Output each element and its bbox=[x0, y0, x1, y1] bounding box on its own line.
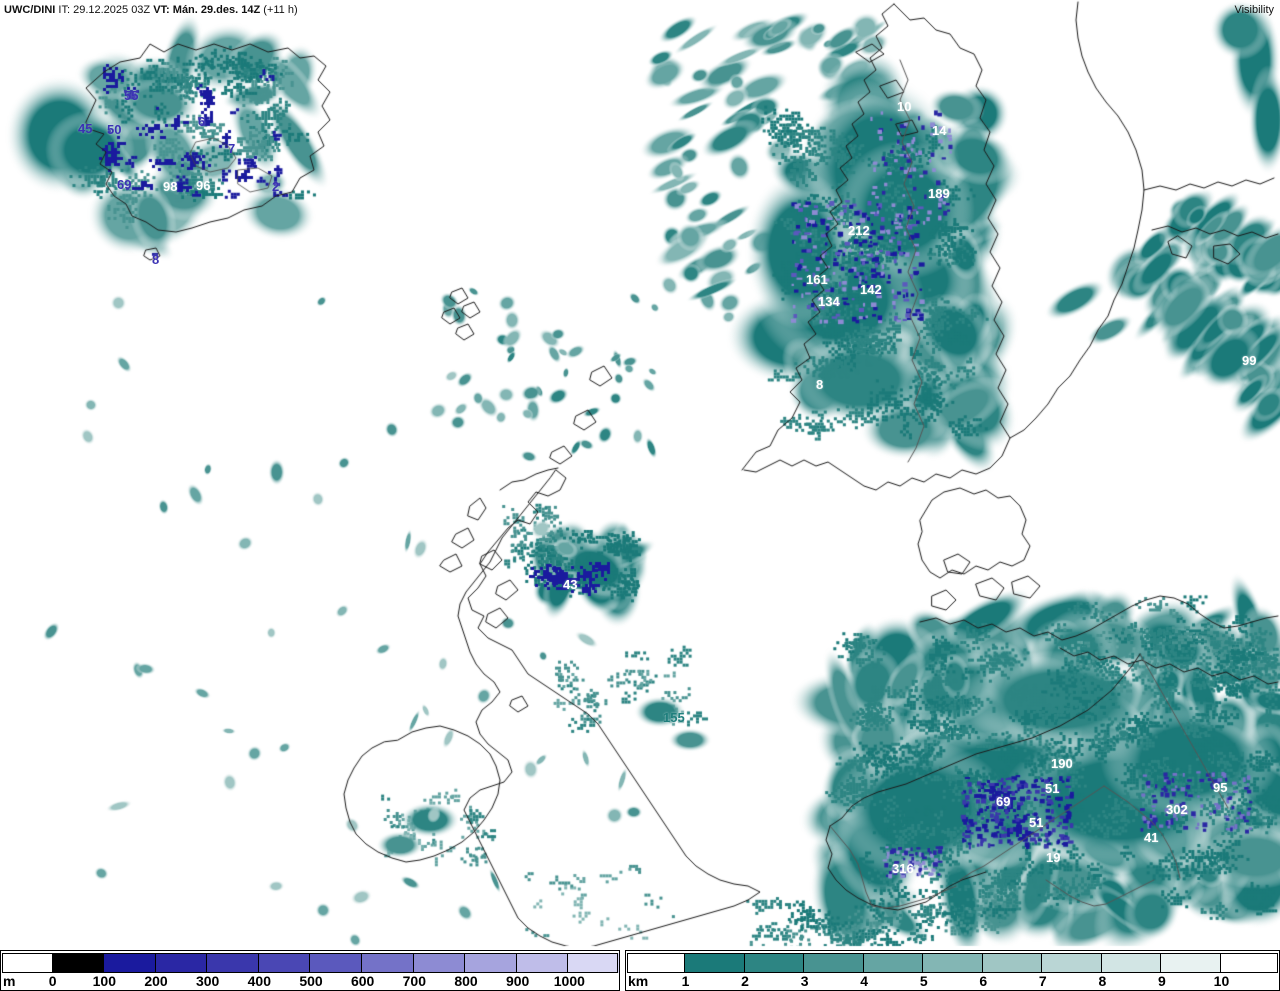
color-swatch-2[interactable] bbox=[104, 953, 156, 973]
tick-9: 9 bbox=[1158, 973, 1166, 989]
station-value-label: 50 bbox=[107, 122, 122, 137]
color-swatch-11[interactable] bbox=[568, 953, 619, 973]
station-value-label: 155 bbox=[663, 710, 685, 725]
color-swatch-7[interactable] bbox=[362, 953, 414, 973]
color-swatch-6[interactable] bbox=[310, 953, 363, 973]
color-swatch-4[interactable] bbox=[863, 953, 924, 973]
tick-6: 6 bbox=[979, 973, 988, 989]
color-swatch-3[interactable] bbox=[155, 953, 208, 973]
visibility-legend[interactable]: km 1 2 3 4 5 6 7 8 9 10 bbox=[625, 950, 1280, 991]
station-value-label: 190 bbox=[1051, 756, 1073, 771]
station-value-label: 161 bbox=[806, 272, 828, 287]
tick-900: 900 bbox=[505, 973, 530, 989]
tick-7: 7 bbox=[1038, 973, 1047, 989]
tick-0: 0 bbox=[48, 973, 57, 989]
station-value-label: 134 bbox=[818, 294, 840, 309]
color-swatch-1[interactable] bbox=[52, 953, 105, 973]
station-value-label: 96 bbox=[196, 178, 211, 193]
cloud-base-legend[interactable]: m 0 100 200 300 400 500 600 700 800 900 1000 bbox=[0, 950, 620, 991]
station-value-label: 41 bbox=[1144, 830, 1159, 845]
cloud-base-unit: m bbox=[3, 973, 16, 989]
visibility-color-scale[interactable] bbox=[626, 953, 1279, 973]
visibility-unit: km bbox=[628, 973, 649, 989]
station-value-label: 212 bbox=[848, 223, 870, 238]
tick-3: 3 bbox=[800, 973, 809, 989]
station-value-label: 98 bbox=[163, 179, 178, 194]
station-value-label: 43 bbox=[563, 577, 578, 592]
color-swatch-7[interactable] bbox=[1042, 953, 1102, 973]
station-value-label: 99 bbox=[1242, 353, 1257, 368]
cloud-base-color-scale[interactable] bbox=[1, 953, 619, 973]
tick-600: 600 bbox=[350, 973, 375, 989]
color-swatch-8[interactable] bbox=[413, 953, 466, 973]
color-swatch-9[interactable] bbox=[465, 953, 517, 973]
station-value-label: 69 bbox=[996, 794, 1011, 809]
color-swatch-0[interactable] bbox=[1, 953, 53, 973]
color-swatch-4[interactable] bbox=[207, 953, 259, 973]
station-value-label: 45 bbox=[78, 121, 93, 136]
station-value-label: 302 bbox=[1166, 802, 1188, 817]
visibility-tick-labels: 1 2 3 4 5 6 7 8 9 10 bbox=[626, 973, 1279, 991]
station-value-label: 51 bbox=[1045, 781, 1060, 796]
visibility-map-canvas[interactable] bbox=[0, 0, 1280, 950]
station-value-label: 316 bbox=[892, 861, 914, 876]
color-swatch-0[interactable] bbox=[626, 953, 686, 973]
tick-800: 800 bbox=[454, 973, 478, 989]
tick-5: 5 bbox=[919, 973, 928, 989]
tick-700: 700 bbox=[402, 973, 427, 989]
station-value-label: 10 bbox=[897, 99, 912, 114]
color-swatch-5[interactable] bbox=[258, 953, 311, 973]
tick-1000: 1000 bbox=[553, 973, 585, 989]
color-swatch-5[interactable] bbox=[923, 953, 983, 973]
tick-1: 1 bbox=[681, 973, 690, 989]
color-swatch-10[interactable] bbox=[516, 953, 569, 973]
tick-4: 4 bbox=[860, 973, 869, 989]
station-value-label: 142 bbox=[860, 282, 882, 297]
station-value-label: 2 bbox=[272, 179, 280, 194]
station-value-label: 51 bbox=[1029, 815, 1044, 830]
station-value-label: 95 bbox=[1213, 780, 1228, 795]
station-value-label: 19 bbox=[1046, 850, 1061, 865]
color-swatch-6[interactable] bbox=[982, 953, 1043, 973]
station-value-label: 55 bbox=[124, 88, 139, 103]
tick-2: 2 bbox=[741, 973, 749, 989]
color-swatch-2[interactable] bbox=[744, 953, 805, 973]
station-value-label: 189 bbox=[928, 186, 950, 201]
station-value-label: 14 bbox=[932, 123, 947, 138]
tick-200: 200 bbox=[144, 973, 168, 989]
color-swatch-9[interactable] bbox=[1161, 953, 1221, 973]
cloud-base-tick-labels: 0 100 200 300 400 500 600 700 800 900 1000 bbox=[1, 973, 619, 991]
tick-10: 10 bbox=[1213, 973, 1230, 989]
station-value-label: 8 bbox=[816, 377, 824, 392]
station-value-label: 6 bbox=[198, 114, 206, 129]
color-swatch-3[interactable] bbox=[804, 953, 864, 973]
color-swatch-8[interactable] bbox=[1101, 953, 1162, 973]
tick-8: 8 bbox=[1098, 973, 1107, 989]
tick-400: 400 bbox=[247, 973, 272, 989]
station-value-label: 69 bbox=[117, 177, 132, 192]
station-value-label: 8 bbox=[152, 252, 160, 267]
color-swatch-1[interactable] bbox=[685, 953, 745, 973]
tick-100: 100 bbox=[92, 973, 117, 989]
tick-300: 300 bbox=[195, 973, 220, 989]
color-swatch-10[interactable] bbox=[1220, 953, 1279, 973]
tick-500: 500 bbox=[299, 973, 323, 989]
station-value-label: 7 bbox=[228, 141, 236, 156]
